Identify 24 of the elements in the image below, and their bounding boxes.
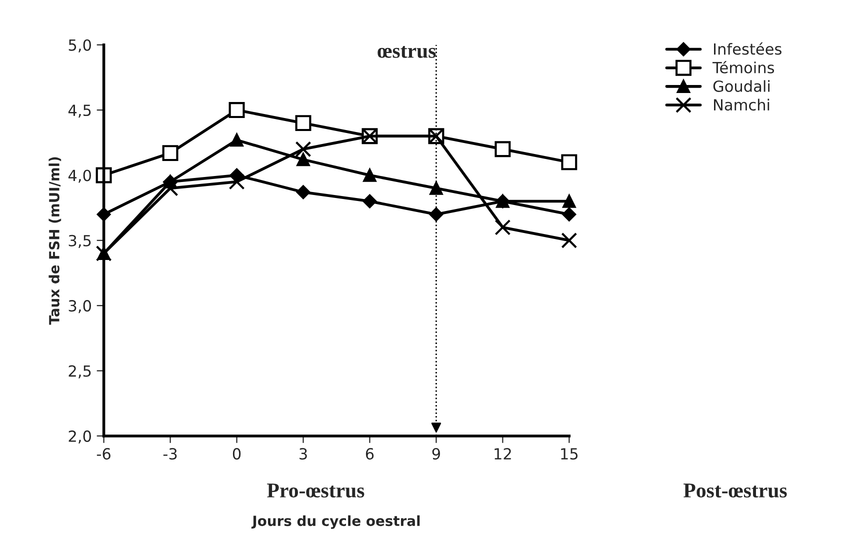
text: Post-œstrus xyxy=(684,484,787,498)
x-axis-title: Jours du cycle oestral xyxy=(251,515,420,529)
y-tick-label: 2,5 xyxy=(68,365,91,378)
legend-label: Témoins xyxy=(712,60,774,74)
x-tick-label: -6 xyxy=(96,448,110,460)
legend-label: Goudali xyxy=(713,80,770,92)
y-tick-label: 5,0 xyxy=(68,39,91,52)
x-tick-label: 9 xyxy=(432,448,440,460)
y-tick-label: 3,5 xyxy=(68,234,91,248)
ref-line-label: œstrus xyxy=(378,46,436,58)
text: Pro-œstrus xyxy=(267,484,364,498)
legend-label: Namchi xyxy=(714,98,770,111)
legend-label: Infestées xyxy=(714,42,782,55)
x-tick-label: 6 xyxy=(366,448,374,460)
y-tick-label: 4,0 xyxy=(68,170,91,183)
y-tick-label: 3,0 xyxy=(68,300,91,314)
y-tick-label: 4,5 xyxy=(68,104,91,118)
x-tick-label: 15 xyxy=(561,448,578,460)
y-axis-title: Taux de FSH (mUI/ml) xyxy=(48,157,62,325)
x-tick-label: -3 xyxy=(163,448,177,460)
y-tick-label: 2,0 xyxy=(68,430,91,444)
x-tick-label: 12 xyxy=(494,448,511,460)
x-tick-label: 3 xyxy=(300,448,307,460)
x-tick-label: 0 xyxy=(232,448,241,460)
